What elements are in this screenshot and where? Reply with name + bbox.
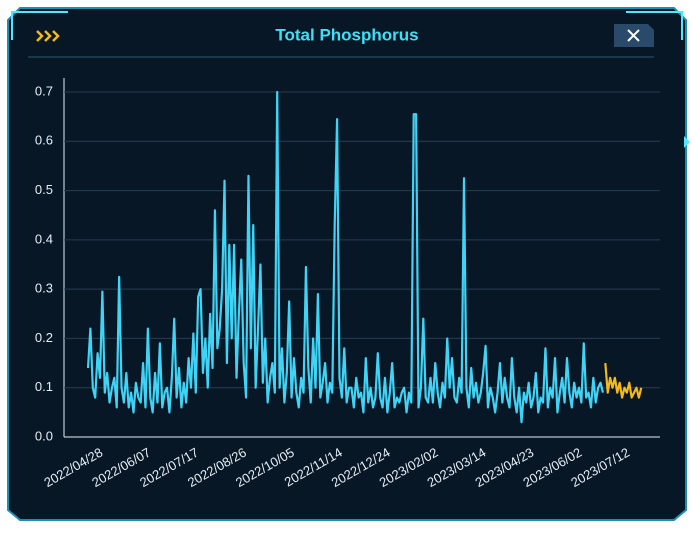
- y-tick-label: 0.2: [35, 330, 53, 345]
- side-accent: [684, 136, 690, 148]
- panel-frame: [7, 7, 687, 521]
- chart-title: Total Phosphorus: [275, 25, 418, 44]
- y-tick-label: 0.6: [35, 133, 53, 148]
- data-line: [86, 90, 604, 424]
- corner-accent: [11, 11, 68, 40]
- data-line: [604, 362, 643, 399]
- y-tick-label: 0.0: [35, 428, 53, 443]
- y-tick-label: 0.7: [35, 83, 53, 98]
- y-tick-label: 0.4: [35, 231, 53, 246]
- y-tick-label: 0.5: [35, 182, 53, 197]
- y-tick-label: 0.3: [35, 281, 53, 296]
- y-tick-label: 0.1: [35, 379, 53, 394]
- close-button[interactable]: [614, 24, 654, 47]
- header-chevrons: [36, 30, 60, 42]
- corner-accent: [626, 11, 683, 40]
